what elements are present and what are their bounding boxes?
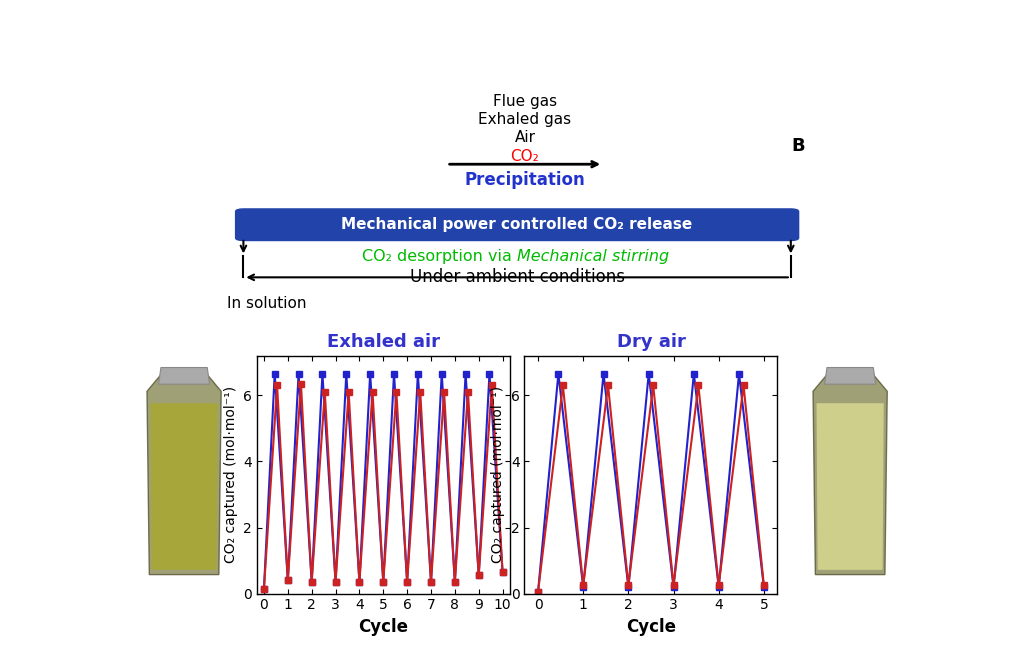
Text: B: B [792,137,805,155]
FancyBboxPatch shape [235,209,799,241]
Y-axis label: CO₂ captured (mol·mol⁻¹): CO₂ captured (mol·mol⁻¹) [491,386,506,563]
Text: Air: Air [515,131,536,145]
Polygon shape [158,368,210,384]
Text: CO₂: CO₂ [511,149,539,164]
Text: Flue gas: Flue gas [492,93,557,109]
Text: Mechanical stirring: Mechanical stirring [517,249,669,263]
Y-axis label: CO₂ captured (mol·mol⁻¹): CO₂ captured (mol·mol⁻¹) [224,386,237,563]
Text: Under ambient conditions: Under ambient conditions [410,268,625,286]
X-axis label: Cycle: Cycle [358,618,409,636]
Text: CO₂ desorption via: CO₂ desorption via [362,249,517,263]
Title: Dry air: Dry air [616,334,685,352]
Polygon shape [816,404,884,570]
Polygon shape [147,375,221,574]
X-axis label: Cycle: Cycle [626,618,676,636]
Polygon shape [824,368,876,384]
Text: In solution: In solution [227,296,307,311]
Text: Mechanical power controlled CO₂ release: Mechanical power controlled CO₂ release [341,217,693,232]
Text: Precipitation: Precipitation [464,171,585,189]
Title: Exhaled air: Exhaled air [327,334,440,352]
Text: Exhaled gas: Exhaled gas [478,112,571,127]
Polygon shape [150,404,218,570]
Polygon shape [813,375,887,574]
